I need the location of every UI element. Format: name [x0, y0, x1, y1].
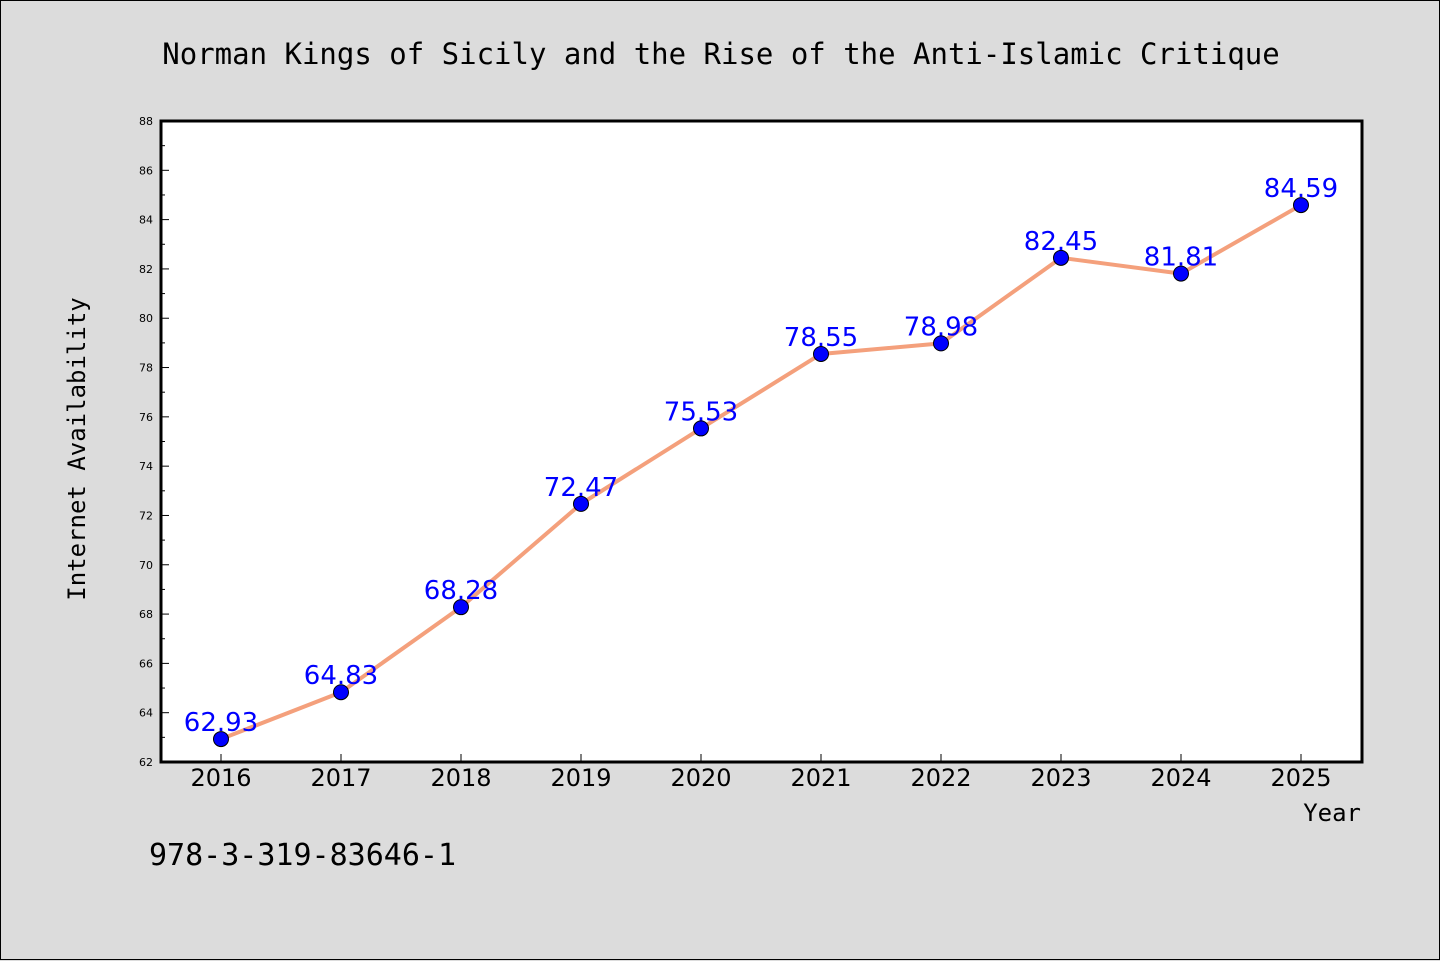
plot-area	[159, 119, 1364, 764]
y-tick-label: 78	[139, 362, 153, 375]
y-tick-label: 76	[139, 411, 153, 424]
series-group: 62.93 64.83 68.28 72.47 75.53 78.55 78.98 82.45…	[184, 174, 1338, 748]
data-point	[1173, 265, 1189, 282]
data-label: 68.28	[424, 576, 498, 606]
data-label: 84.59	[1264, 174, 1338, 204]
x-tick-label: 2021	[790, 764, 851, 792]
data-point	[813, 345, 829, 362]
y-tick-label: 72	[139, 509, 153, 522]
y-tick-label: 88	[139, 115, 153, 128]
data-point	[1293, 197, 1309, 214]
x-tick-label: 2024	[1150, 764, 1211, 792]
data-label: 82.45	[1024, 227, 1098, 257]
x-axis-label: Year	[1303, 799, 1361, 827]
y-tick-label: 62	[139, 756, 153, 769]
x-axis: 2016 2017 2018 2019 2020 2021 2022 2023 2024 2025	[190, 754, 1332, 792]
y-tick-label: 68	[139, 608, 153, 621]
y-axis: 62 64 66 68 70 72 74 76 78 80 82 84 86 88	[139, 115, 169, 769]
y-tick-label: 64	[139, 707, 153, 720]
data-label: 78.98	[904, 312, 978, 342]
data-point	[693, 420, 709, 437]
x-tick-label: 2025	[1270, 764, 1331, 792]
series-line	[219, 203, 1303, 742]
data-point	[933, 335, 949, 352]
data-point	[453, 599, 469, 616]
x-tick-label: 2017	[310, 764, 371, 792]
y-tick-label: 70	[139, 559, 153, 572]
y-tick-label: 80	[139, 312, 153, 325]
data-label: 72.47	[544, 473, 618, 503]
x-tick-label: 2023	[1030, 764, 1091, 792]
y-tick-label: 66	[139, 657, 153, 670]
data-point	[573, 495, 589, 512]
data-label: 78.55	[784, 323, 858, 353]
x-tick-label: 2018	[430, 764, 491, 792]
x-tick-label: 2019	[550, 764, 611, 792]
data-label: 62.93	[184, 708, 258, 738]
x-tick-label: 2022	[910, 764, 971, 792]
x-tick-label: 2020	[670, 764, 731, 792]
data-point	[213, 731, 229, 748]
chart-title: Norman Kings of Sicily and the Rise of t…	[162, 37, 1279, 71]
footer-code: 978-3-319-83646-1	[149, 838, 456, 873]
y-axis-label: Internet Availability	[63, 297, 91, 600]
y-tick-label: 74	[139, 460, 153, 473]
data-label: 75.53	[664, 397, 738, 427]
data-label: 81.81	[1144, 243, 1218, 273]
x-tick-label: 2016	[190, 764, 251, 792]
y-tick-label: 82	[139, 263, 153, 276]
data-label: 64.83	[304, 661, 378, 691]
y-tick-label: 86	[139, 164, 153, 177]
data-point	[333, 684, 349, 701]
y-tick-label: 84	[139, 214, 153, 227]
data-point	[1053, 249, 1069, 266]
